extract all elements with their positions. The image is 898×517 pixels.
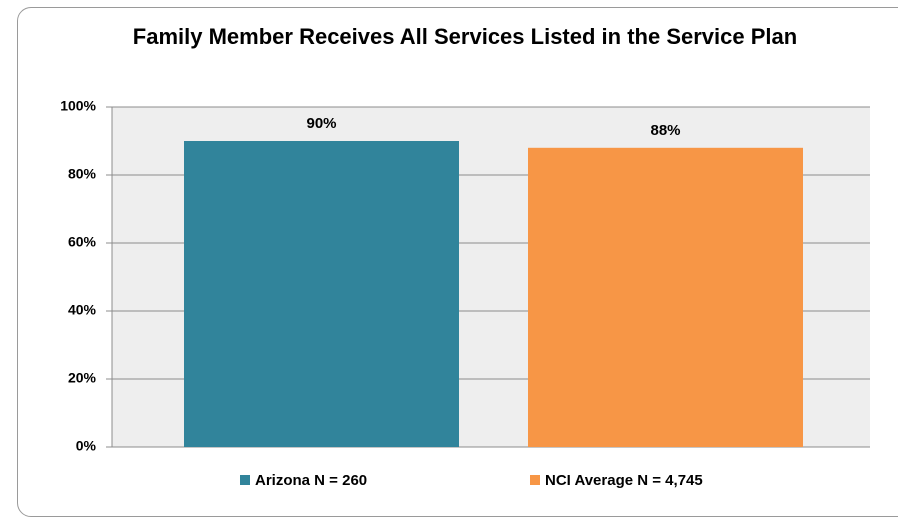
y-tick-label: 20%	[68, 370, 97, 386]
y-tick-label: 60%	[68, 234, 97, 250]
y-tick-label: 100%	[60, 98, 96, 114]
page: {"chart_data": {"type": "bar", "title": …	[17, 7, 898, 517]
legend-label: Arizona N = 260	[255, 472, 367, 489]
data-label: 88%	[650, 122, 680, 139]
chart-title: Family Member Receives All Services List…	[132, 24, 798, 49]
chart: 0% 20% 40% 60% 80% 100% 90% 88% Arizona N = 260 N…	[60, 98, 870, 489]
legend-swatch	[240, 475, 250, 485]
y-tick-label: 0%	[76, 438, 97, 454]
bar	[528, 147, 803, 448]
legend-label: NCI Average N = 4,745	[545, 472, 703, 489]
y-tick-label: 40%	[68, 302, 97, 318]
y-tick-label: 80%	[68, 166, 97, 182]
legend-swatch	[530, 475, 540, 485]
bar	[184, 141, 459, 447]
data-label: 90%	[306, 115, 336, 132]
